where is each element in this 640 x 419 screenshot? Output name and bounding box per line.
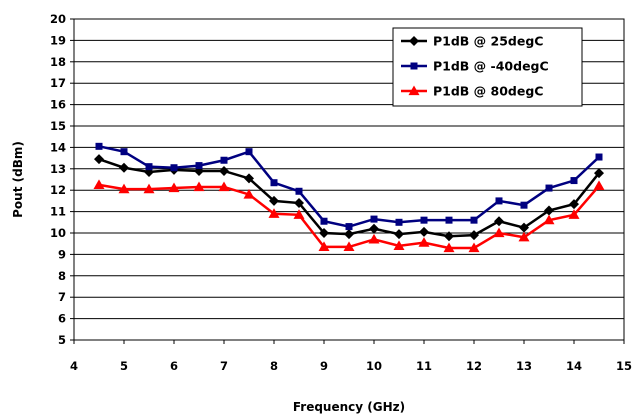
data-point bbox=[221, 157, 228, 164]
y-tick-label: 12 bbox=[50, 183, 66, 197]
y-tick-label: 8 bbox=[58, 269, 66, 283]
x-tick-label: 4 bbox=[70, 359, 78, 373]
y-tick-label: 11 bbox=[50, 205, 66, 219]
y-tick-label: 6 bbox=[58, 312, 66, 326]
data-point bbox=[546, 185, 553, 192]
y-axis-title: Pout (dBm) bbox=[11, 141, 25, 218]
legend-swatch-marker bbox=[411, 63, 418, 70]
data-point bbox=[121, 148, 128, 155]
data-point bbox=[246, 148, 253, 155]
data-point bbox=[496, 197, 503, 204]
y-tick-label: 19 bbox=[50, 33, 66, 47]
data-point bbox=[371, 216, 378, 223]
legend-label: P1dB @ 80degC bbox=[433, 84, 543, 99]
y-tick-label: 18 bbox=[50, 55, 66, 69]
data-point bbox=[146, 163, 153, 170]
x-tick-label: 7 bbox=[220, 359, 228, 373]
x-tick-label: 13 bbox=[516, 359, 532, 373]
data-point bbox=[321, 218, 328, 225]
data-point bbox=[271, 179, 278, 186]
y-tick-label: 14 bbox=[50, 140, 66, 154]
x-axis-title: Frequency (GHz) bbox=[293, 400, 405, 414]
data-point bbox=[471, 217, 478, 224]
data-point bbox=[296, 188, 303, 195]
y-tick-label: 16 bbox=[50, 98, 66, 112]
data-point bbox=[421, 217, 428, 224]
y-tick-label: 10 bbox=[50, 226, 66, 240]
y-tick-label: 17 bbox=[50, 76, 66, 90]
x-tick-label: 5 bbox=[120, 359, 128, 373]
x-tick-label: 10 bbox=[366, 359, 382, 373]
y-tick-label: 9 bbox=[58, 247, 66, 261]
x-tick-label: 9 bbox=[320, 359, 328, 373]
data-point bbox=[521, 202, 528, 209]
legend: P1dB @ 25degC P1dB @ -40degC P1dB @ 80degC bbox=[393, 28, 582, 106]
y-tick-label: 15 bbox=[50, 119, 66, 133]
x-tick-label: 11 bbox=[416, 359, 432, 373]
y-tick-label: 5 bbox=[58, 333, 66, 347]
data-point bbox=[346, 223, 353, 230]
x-tick-label: 6 bbox=[170, 359, 178, 373]
data-point bbox=[571, 177, 578, 184]
x-tick-label: 8 bbox=[270, 359, 278, 373]
data-point bbox=[96, 143, 103, 150]
data-point bbox=[446, 217, 453, 224]
x-tick-label: 15 bbox=[616, 359, 632, 373]
y-tick-label: 20 bbox=[50, 12, 66, 26]
x-tick-label: 12 bbox=[466, 359, 482, 373]
data-point bbox=[171, 164, 178, 171]
y-tick-label: 13 bbox=[50, 162, 66, 176]
legend-label: P1dB @ -40degC bbox=[433, 59, 549, 74]
x-tick-label: 14 bbox=[566, 359, 582, 373]
data-point bbox=[596, 154, 603, 161]
data-point bbox=[196, 162, 203, 169]
y-tick-label: 7 bbox=[58, 290, 66, 304]
data-point bbox=[396, 219, 403, 226]
legend-label: P1dB @ 25degC bbox=[433, 34, 543, 49]
